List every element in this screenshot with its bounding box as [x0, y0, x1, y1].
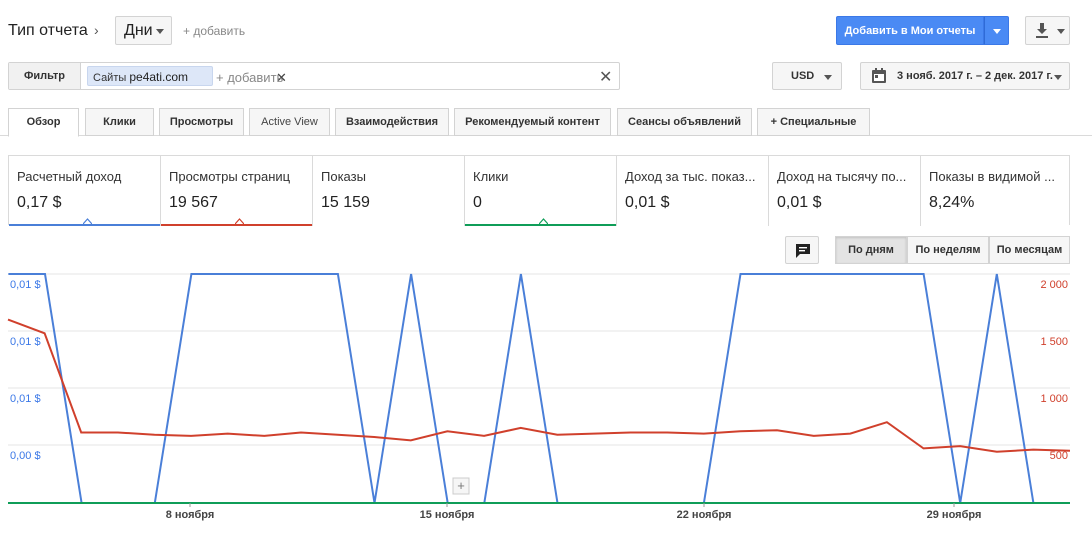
clear-filter-icon[interactable]: ✕: [599, 69, 613, 86]
filter-chip-prefix: Сайты: [93, 72, 127, 84]
metric-value: 15 159: [321, 194, 370, 211]
metric-color-bar: [9, 224, 160, 226]
y-right-tick-label: 2 000: [1040, 279, 1068, 291]
metric-card-rpm-pageviews[interactable]: Доход на тысячу по... 0,01 $: [769, 156, 921, 226]
chevron-down-icon: [1054, 75, 1062, 80]
tab-clicks[interactable]: Клики: [85, 108, 154, 136]
filter-bar: Фильтр Сайты pe4ati.com ✕ + добавить ✕: [8, 62, 620, 90]
metric-scorecards: Расчетный доход 0,17 $ Просмотры страниц…: [8, 155, 1071, 226]
add-dimension-link[interactable]: + добавить: [183, 24, 246, 38]
close-icon[interactable]: ✕: [276, 70, 287, 85]
date-range-picker[interactable]: 3 нояб. 2017 г. – 2 дек. 2017 г.: [860, 62, 1070, 90]
chart-series: [7, 273, 1071, 504]
caret-up-icon: [539, 218, 548, 224]
x-tick-label: 22 ноября: [677, 509, 732, 521]
download-button[interactable]: [1025, 16, 1070, 45]
period-select-value: Дни: [124, 22, 153, 39]
svg-text:+: +: [457, 478, 465, 493]
filter-label: Фильтр: [9, 63, 81, 89]
chevron-right-icon: ›: [94, 22, 99, 38]
date-range-value: 3 нояб. 2017 г. – 2 дек. 2017 г.: [897, 70, 1053, 82]
add-to-reports-dropdown-button[interactable]: [984, 16, 1009, 45]
chevron-down-icon: [156, 29, 164, 34]
chevron-down-icon: [1057, 29, 1065, 34]
calendar-icon: [872, 68, 886, 83]
metric-name: Показы: [321, 169, 366, 184]
x-axis: 8 ноября 15 ноября 22 ноября 29 ноября: [166, 503, 982, 521]
tab-ad-sessions[interactable]: Сеансы объявлений: [617, 108, 752, 136]
filter-chip-value: pe4ati.com: [129, 70, 189, 84]
currency-value: USD: [791, 70, 815, 82]
y-right-tick-label: 1 000: [1040, 393, 1068, 405]
performance-line-chart: 0,00 $ 0,01 $ 0,01 $ 0,01 $ 500 1 000 1 500 2 …: [7, 273, 1071, 521]
period-by-month-button[interactable]: По месяцам: [989, 236, 1070, 264]
metric-value: 0,01 $: [625, 194, 670, 211]
metric-name: Показы в видимой ...: [929, 169, 1055, 184]
tab-custom[interactable]: + Специальные: [757, 108, 870, 136]
tab-views[interactable]: Просмотры: [159, 108, 244, 136]
chevron-down-icon: [993, 29, 1001, 34]
y-left-tick-label: 0,01 $: [10, 279, 41, 291]
caret-up-icon: [83, 218, 92, 224]
chevron-down-icon: [824, 75, 832, 80]
download-icon: [1036, 23, 1048, 38]
add-annotation-marker[interactable]: +: [452, 477, 470, 495]
metric-card-rpm-impressions[interactable]: Доход за тыс. показ... 0,01 $: [617, 156, 769, 226]
y-left-tick-label: 0,00 $: [10, 450, 41, 462]
metric-value: 8,24%: [929, 194, 975, 211]
annotation-button[interactable]: [785, 236, 819, 264]
metric-name: Расчетный доход: [17, 169, 122, 184]
metric-color-bar: [161, 224, 312, 226]
caret-up-icon: [235, 218, 244, 224]
period-by-week-button[interactable]: По неделям: [907, 236, 989, 264]
x-tick-label: 29 ноября: [927, 509, 982, 521]
y-left-tick-label: 0,01 $: [10, 393, 41, 405]
metric-card-clicks[interactable]: Клики 0: [465, 156, 617, 226]
period-by-day-button[interactable]: По дням: [835, 236, 907, 264]
metric-name: Доход за тыс. показ...: [625, 169, 756, 184]
pageviews-series-line: [7, 318, 1071, 453]
metric-card-viewable-impressions[interactable]: Показы в видимой ... 8,24%: [921, 156, 1071, 226]
metric-value: 0,17 $: [17, 194, 62, 211]
filter-chip-sites[interactable]: Сайты pe4ati.com ✕: [87, 66, 287, 86]
report-type-label: Тип отчета: [8, 22, 88, 39]
y-axis-right: 500 1 000 1 500 2 000: [1040, 279, 1068, 462]
metric-value: 0: [473, 194, 482, 211]
filter-add-input[interactable]: + добавить: [216, 70, 284, 85]
add-to-my-reports-button[interactable]: Добавить в Мои отчеты: [836, 16, 984, 45]
metric-card-pageviews[interactable]: Просмотры страниц 19 567: [161, 156, 313, 226]
x-tick-label: 8 ноября: [166, 509, 215, 521]
metric-card-impressions[interactable]: Показы 15 159: [313, 156, 465, 226]
tab-active-view[interactable]: Active View: [249, 108, 330, 136]
tab-overview[interactable]: Обзор: [8, 108, 79, 137]
y-right-tick-label: 500: [1050, 450, 1068, 462]
metric-name: Клики: [473, 169, 509, 184]
y-axis-left: 0,00 $ 0,01 $ 0,01 $ 0,01 $: [10, 279, 41, 462]
metric-name: Доход на тысячу по...: [777, 169, 907, 184]
metric-value: 0,01 $: [777, 194, 822, 211]
y-left-tick-label: 0,01 $: [10, 336, 41, 348]
comment-icon: [796, 244, 810, 258]
y-right-tick-label: 1 500: [1040, 336, 1068, 348]
report-header: Тип отчета › Дни + добавить Добавить в М…: [0, 0, 1092, 60]
x-tick-label: 15 ноября: [420, 509, 475, 521]
metric-name: Просмотры страниц: [169, 169, 291, 184]
tab-recommended-content[interactable]: Рекомендуемый контент: [454, 108, 611, 136]
period-select[interactable]: Дни: [115, 16, 172, 45]
metric-value: 19 567: [169, 194, 218, 211]
tab-interactions[interactable]: Взаимодействия: [335, 108, 449, 136]
metric-color-bar: [465, 224, 616, 226]
metric-card-revenue[interactable]: Расчетный доход 0,17 $: [9, 156, 161, 226]
currency-select[interactable]: USD: [772, 62, 842, 90]
revenue-series-line: [8, 273, 1035, 504]
